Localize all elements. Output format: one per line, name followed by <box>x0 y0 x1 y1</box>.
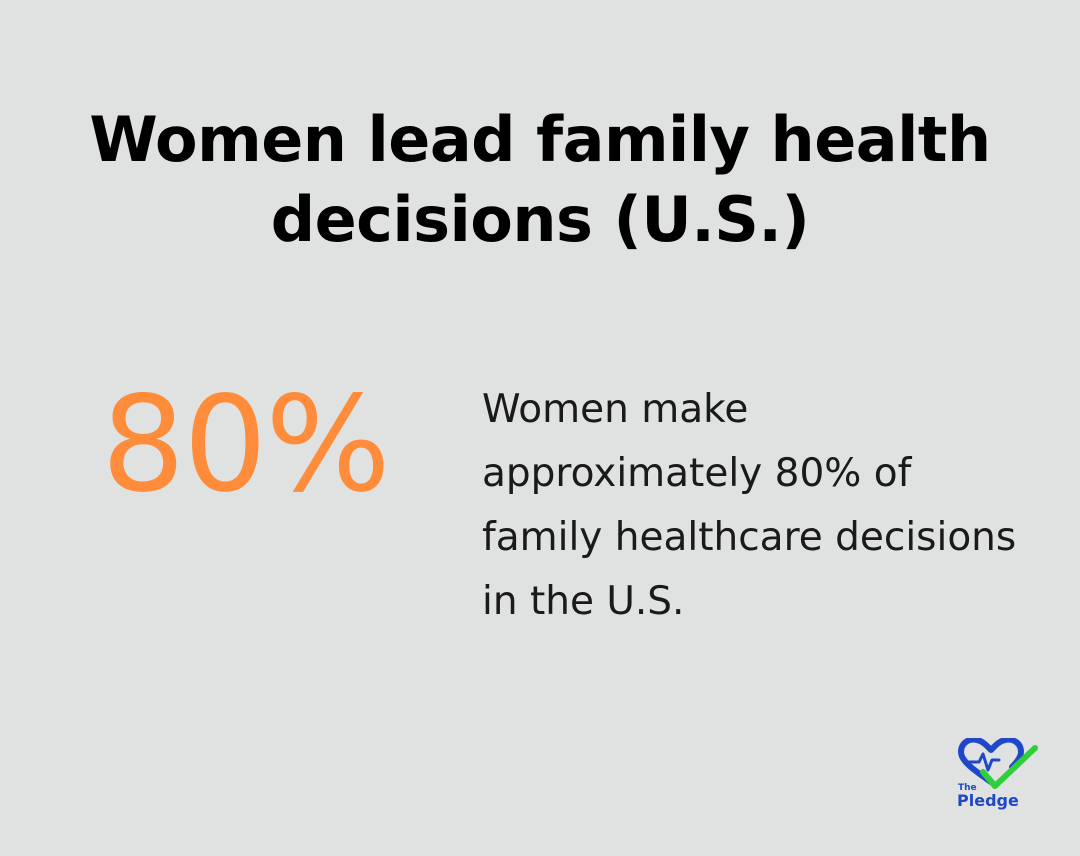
page-title: Women lead family health decisions (U.S.… <box>89 103 991 256</box>
stat-value: 80% <box>101 368 390 522</box>
pledge-logo: The Pledge <box>955 738 1040 816</box>
logo-name: Pledge <box>957 791 1019 810</box>
stat-description: Women make approximately 80% of family h… <box>482 387 1017 624</box>
heart-check-icon <box>958 738 1038 789</box>
logo-small-text: The <box>958 783 977 793</box>
